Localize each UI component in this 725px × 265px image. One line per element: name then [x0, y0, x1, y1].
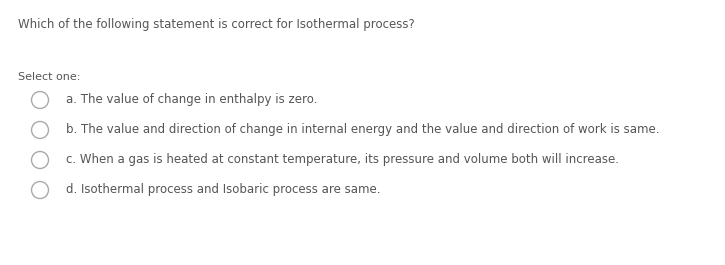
Text: Select one:: Select one: [18, 72, 80, 82]
Text: Which of the following statement is correct for Isothermal process?: Which of the following statement is corr… [18, 18, 415, 31]
Text: a. The value of change in enthalpy is zero.: a. The value of change in enthalpy is ze… [66, 94, 318, 107]
Text: b. The value and direction of change in internal energy and the value and direct: b. The value and direction of change in … [66, 123, 660, 136]
Text: c. When a gas is heated at constant temperature, its pressure and volume both wi: c. When a gas is heated at constant temp… [66, 153, 619, 166]
Text: d. Isothermal process and Isobaric process are same.: d. Isothermal process and Isobaric proce… [66, 183, 381, 197]
